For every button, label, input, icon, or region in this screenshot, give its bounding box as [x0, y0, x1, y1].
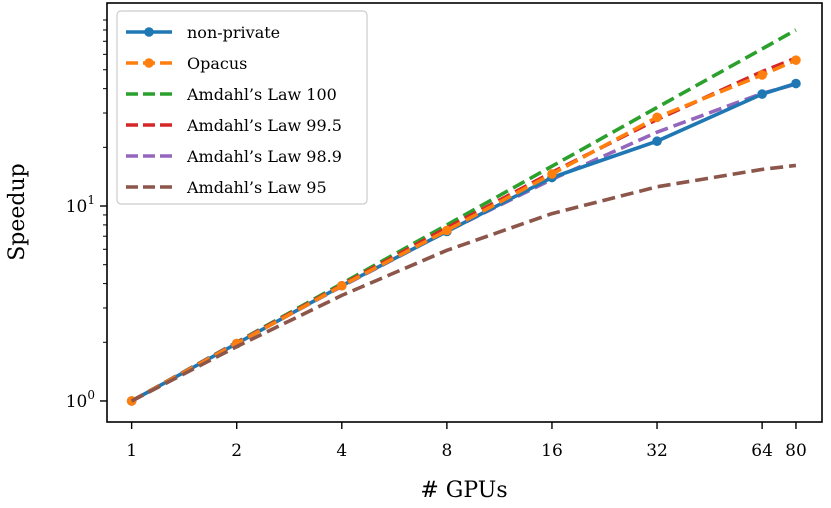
legend: non-private Opacus Amdahl’s Law 100 Amdahl’…	[116, 10, 368, 205]
legend-label-amdahl-s-law-95: Amdahl’s Law 95	[186, 178, 327, 197]
series-line-amdahl-s-law-95	[130, 163, 797, 403]
point-non-private-64	[757, 89, 767, 99]
y-tick-label-10: 101	[66, 193, 95, 217]
point-opacus-64	[757, 70, 767, 80]
point-opacus-32	[652, 112, 662, 123]
y-tick-label-1: 100	[66, 388, 95, 412]
y-axis-label: Speedup	[5, 163, 30, 261]
point-opacus-4	[336, 280, 347, 291]
legend-label-amdahl-s-law-98-9: Amdahl’s Law 98.9	[186, 147, 342, 166]
legend-label-amdahl-s-law-100: Amdahl’s Law 100	[186, 85, 337, 104]
x-tick-label-16: 16	[541, 441, 563, 461]
point-opacus-8	[442, 225, 452, 236]
legend-marker-opacus	[144, 58, 154, 68]
series-line-opacus	[130, 58, 797, 403]
x-tick-label-8: 8	[441, 441, 452, 461]
legend-label-non-private: non-private	[187, 23, 280, 42]
legend-box	[116, 10, 368, 205]
y-axis-ticks: 100 101	[66, 19, 107, 412]
x-tick-label-80: 80	[785, 441, 807, 461]
legend-label-opacus: Opacus	[187, 54, 247, 73]
x-tick-label-64: 64	[751, 441, 773, 461]
plot-frame	[106, 2, 823, 423]
point-non-private-32	[652, 136, 662, 147]
point-opacus-16	[547, 169, 557, 179]
x-tick-label-2: 2	[231, 441, 242, 461]
x-axis-label: # GPUs	[420, 478, 507, 503]
point-opacus-80	[791, 55, 801, 65]
x-tick-label-32: 32	[646, 441, 668, 461]
x-tick-label-4: 4	[336, 441, 347, 461]
point-non-private-80	[791, 78, 801, 89]
plot-lines	[126, 28, 801, 406]
x-tick-label-1: 1	[126, 441, 137, 461]
x-axis-ticks: 1 2 4 8 16 32 64 80	[126, 422, 807, 461]
legend-label-amdahl-s-law-99-5: Amdahl’s Law 99.5	[186, 116, 342, 135]
legend-marker-non-private	[144, 27, 154, 37]
